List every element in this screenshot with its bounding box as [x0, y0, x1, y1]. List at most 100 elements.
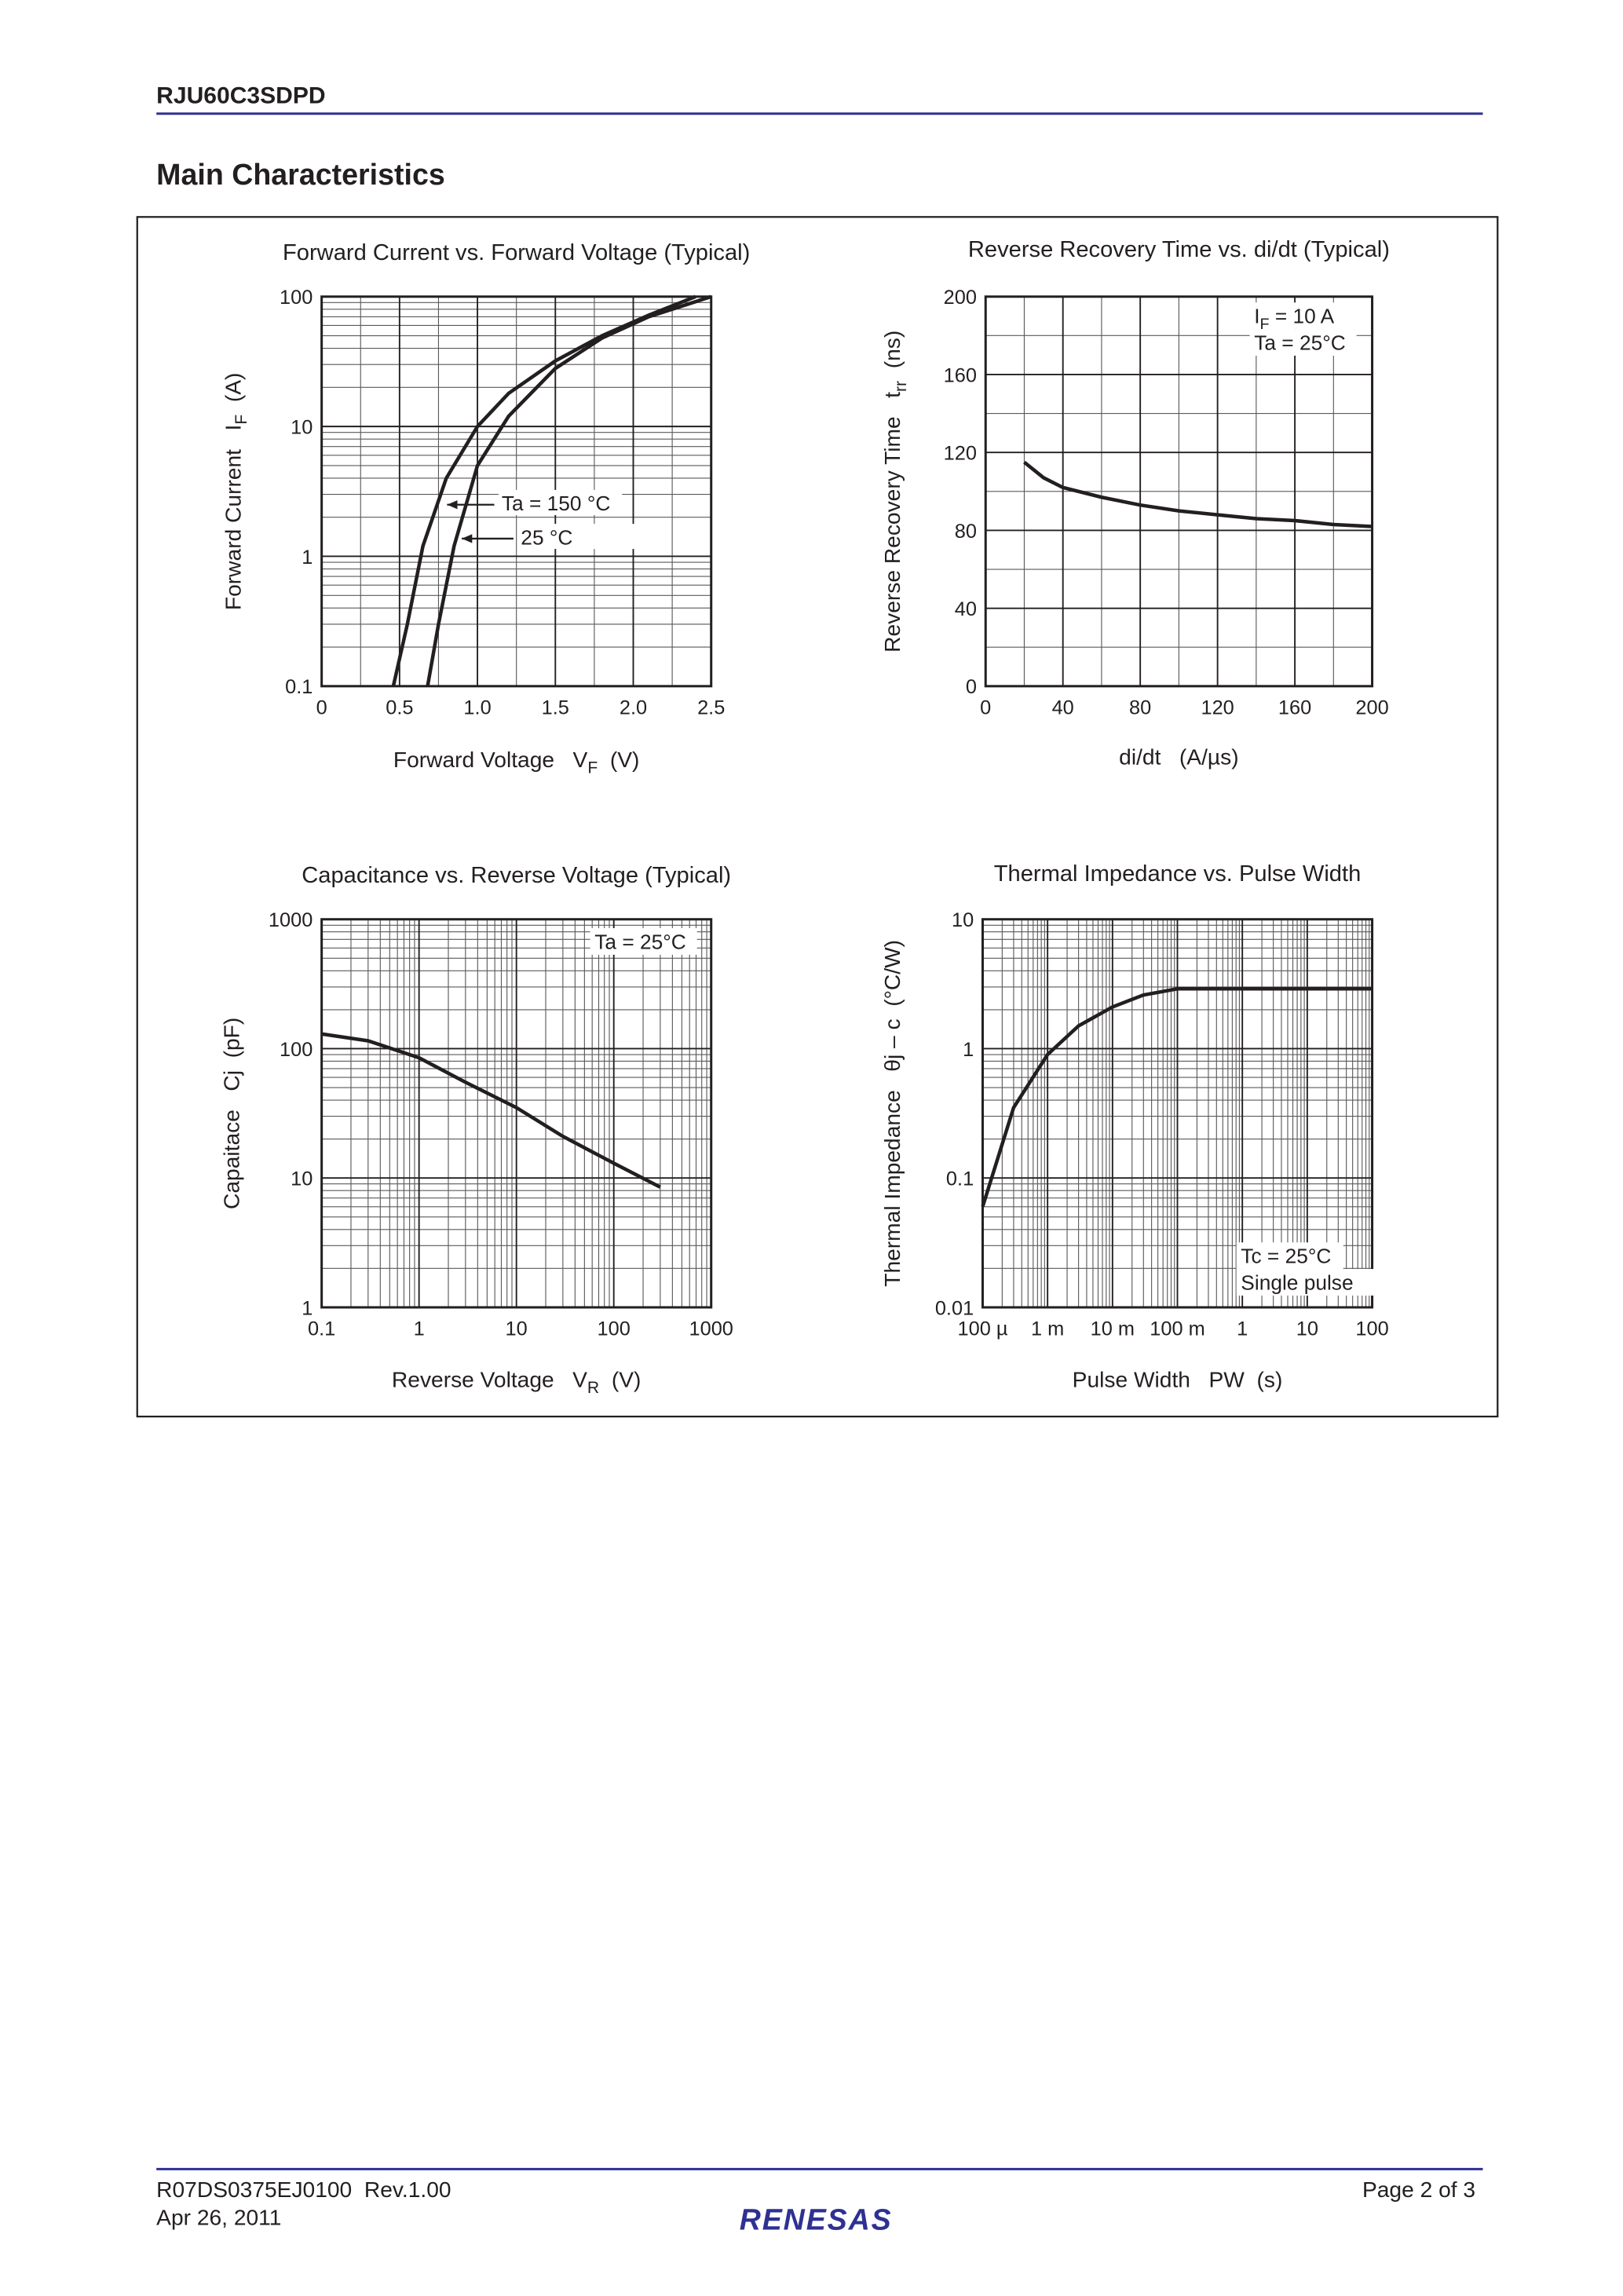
y-axis-label-text: Forward Current I	[220, 425, 245, 610]
y-tick-label: 0.1	[946, 1168, 974, 1190]
data-line	[391, 294, 696, 687]
y-axis-label: Capaitace Cj (pF)	[218, 1018, 243, 1209]
x-tick-label: 100 m	[1150, 1318, 1204, 1340]
series-label: Ta = 150 °C	[502, 492, 610, 515]
series-label: 25 °C	[521, 525, 572, 549]
x-tick-label: 100 µ	[957, 1318, 1007, 1340]
y-tick-label: 200	[944, 287, 977, 309]
data-line	[981, 987, 1373, 1208]
x-tick-label: 1.0	[463, 697, 491, 719]
y-axis-label: Reverse Recovery Time trr (ns)	[879, 331, 910, 653]
annotation-text: Tc = 25°C	[1241, 1245, 1331, 1268]
annotation: Single pulse	[1241, 1270, 1353, 1294]
annotation-bg	[1249, 329, 1357, 356]
x-tick-label: 160	[1278, 697, 1311, 719]
annotation-bg	[1236, 1242, 1343, 1270]
y-tick-label: 100	[280, 1039, 313, 1061]
y-axis-label-after: (ns)	[879, 331, 905, 381]
x-axis-label-text: Pulse Width PW (s)	[1073, 1366, 1283, 1391]
x-axis-label: Pulse Width PW (s)	[1073, 1366, 1283, 1391]
y-tick-label: 10	[291, 1168, 313, 1190]
x-tick-label: 120	[1201, 697, 1234, 719]
annotation-text: I	[1254, 305, 1259, 328]
y-tick-label: 1	[302, 1297, 313, 1319]
x-tick-label: 1	[1237, 1318, 1248, 1340]
annotation-bg	[590, 928, 697, 955]
x-tick-label: 0.5	[386, 697, 413, 719]
x-tick-label: 2.0	[620, 697, 647, 719]
x-axis-label-text: Forward Voltage V	[393, 747, 588, 772]
annotation-bg	[1249, 302, 1357, 330]
x-axis-label: di/dt (A/µs)	[1119, 744, 1238, 769]
y-axis-label-text: Reverse Recovery Time t	[879, 392, 905, 653]
x-tick-label: 1	[414, 1318, 425, 1340]
x-tick-label: 200	[1355, 697, 1388, 719]
annotation-text: Single pulse	[1241, 1270, 1353, 1294]
x-axis-label-text: di/dt (A/µs)	[1119, 744, 1238, 769]
y-tick-label: 10	[291, 417, 313, 439]
y-tick-label: 1	[963, 1039, 974, 1061]
x-tick-label: 80	[1129, 697, 1151, 719]
x-tick-label: 1.5	[542, 697, 569, 719]
chart-title: Capacitance vs. Reverse Voltage (Typical…	[302, 863, 731, 888]
data-line	[426, 294, 712, 687]
section-title: Main Characteristics	[156, 158, 445, 191]
x-tick-label: 10	[506, 1318, 528, 1340]
y-tick-label: 80	[955, 521, 977, 543]
y-tick-label: 1	[302, 547, 313, 569]
x-tick-label: 10 m	[1091, 1318, 1135, 1340]
annotation: Ta = 25°C	[594, 930, 686, 953]
x-axis-label-after: (V)	[598, 747, 639, 772]
x-axis-label-sub: R	[587, 1379, 599, 1397]
annotation-sub: F	[1260, 316, 1270, 333]
y-tick-label: 0	[966, 676, 977, 698]
x-axis-label: Forward Voltage VF (V)	[393, 747, 640, 777]
annotation-text: Ta = 25°C	[1254, 331, 1346, 354]
y-tick-label: 100	[280, 287, 313, 309]
x-tick-label: 1 m	[1031, 1318, 1064, 1340]
plot-border	[320, 918, 713, 1309]
annotation: Tc = 25°C	[1241, 1245, 1331, 1268]
y-axis-label-after: (A)	[220, 373, 245, 415]
x-tick-label: 0.1	[308, 1318, 335, 1340]
x-tick-label: 40	[1052, 697, 1074, 719]
leader-arrow	[447, 500, 458, 510]
annotation-bg	[1236, 1269, 1377, 1296]
x-axis-label: Reverse Voltage VR (V)	[392, 1366, 641, 1397]
page-number: Page 2 of 3	[1362, 2177, 1475, 2202]
x-tick-label: 1000	[689, 1318, 733, 1340]
y-tick-label: 0.01	[935, 1297, 974, 1319]
x-tick-label: 0	[316, 697, 327, 719]
doc-date: Apr 26, 2011	[156, 2205, 281, 2230]
data-line	[321, 1032, 661, 1189]
chart-frame	[136, 216, 1499, 1418]
chart-title: Forward Current vs. Forward Voltage (Typ…	[283, 240, 750, 265]
y-tick-label: 0.1	[285, 676, 313, 698]
label-bg	[517, 524, 642, 550]
label-bg	[499, 489, 623, 515]
chart-title: Thermal Impedance vs. Pulse Width	[994, 861, 1362, 887]
y-axis-label-text: Thermal Impedance θj – c (°C/W)	[879, 940, 905, 1287]
annotation: Ta = 25°C	[1254, 331, 1346, 354]
y-tick-label: 10	[952, 909, 974, 931]
annotation-text: Ta = 25°C	[594, 930, 686, 953]
x-axis-label-after: (V)	[599, 1366, 641, 1391]
plot-border	[981, 918, 1374, 1309]
y-axis-label: Thermal Impedance θj – c (°C/W)	[879, 940, 905, 1287]
header-part-number: RJU60C3SDPD	[156, 83, 325, 109]
y-axis-label-text: Capaitace Cj (pF)	[218, 1018, 243, 1209]
logo: RENESAS	[740, 2203, 893, 2236]
x-axis-label-sub: F	[587, 759, 598, 777]
y-axis-label-sub: rr	[892, 381, 910, 392]
y-axis-label-sub: F	[232, 415, 250, 425]
annotation: IF = 10 A	[1254, 305, 1334, 334]
plot-border	[984, 295, 1374, 688]
y-axis-label: Forward Current IF (A)	[220, 373, 250, 611]
chart-title: Reverse Recovery Time vs. di/dt (Typical…	[968, 237, 1390, 262]
doc-number: R07DS0375EJ0100 Rev.1.00	[156, 2177, 451, 2202]
y-tick-label: 160	[944, 364, 977, 386]
y-tick-label: 40	[955, 598, 977, 620]
leader-arrow	[462, 534, 473, 543]
x-axis-label-text: Reverse Voltage V	[392, 1366, 587, 1391]
